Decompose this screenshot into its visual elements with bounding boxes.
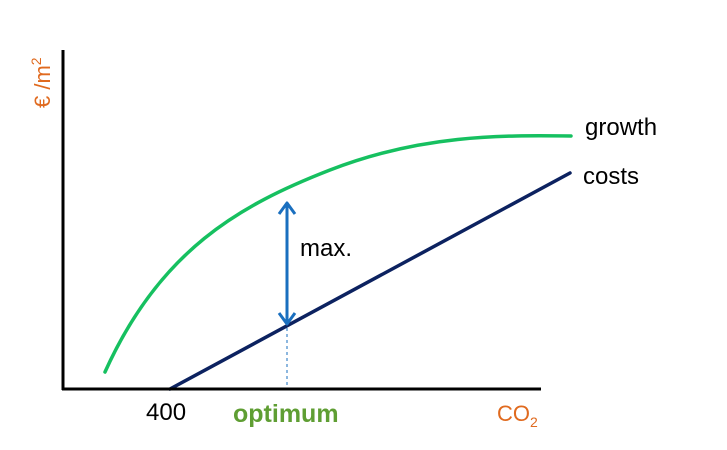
arrow-head-top — [277, 201, 297, 215]
max-difference-label: max. — [300, 235, 352, 262]
x-axis-label: CO2 — [497, 401, 538, 430]
costs-line — [168, 171, 572, 391]
series-label-growth: growth — [585, 114, 657, 141]
x-tick-label: 400 — [146, 399, 186, 426]
growth-curve — [103, 133, 573, 374]
y-axis-label: € /m2 — [28, 57, 55, 108]
y-axis-label-superscript: 2 — [28, 57, 44, 65]
x-axis-label-subscript: 2 — [530, 414, 538, 430]
arrow-head-bottom — [277, 312, 297, 326]
series-label-costs: costs — [583, 163, 639, 190]
optimum-label: optimum — [233, 400, 339, 428]
